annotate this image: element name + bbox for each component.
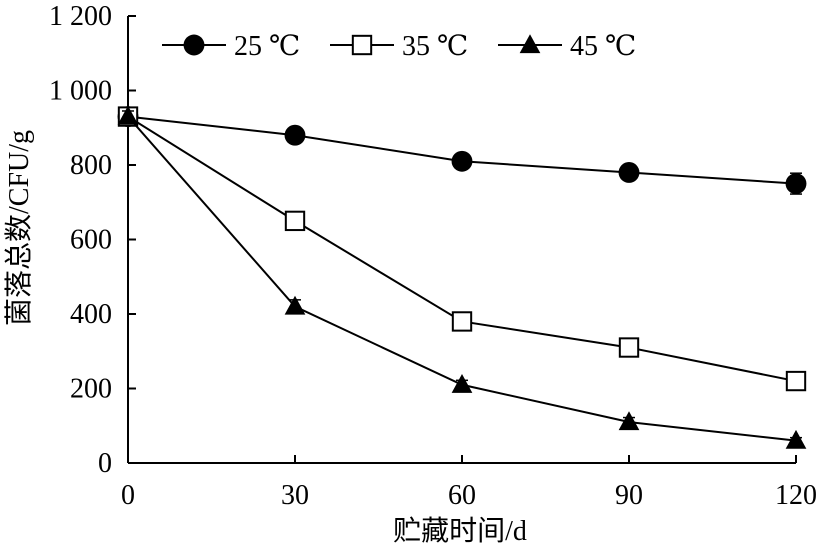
legend-marker <box>351 34 373 56</box>
y-tick-label: 600 <box>70 225 112 256</box>
series-1 <box>117 106 807 195</box>
legend-label: 45 ℃ <box>570 31 636 62</box>
series-3 <box>117 105 807 449</box>
data-point <box>785 429 807 449</box>
data-point <box>785 370 807 392</box>
legend-label: 25 ℃ <box>234 31 300 62</box>
series-2 <box>117 106 807 392</box>
y-tick-label: 1 000 <box>49 76 112 107</box>
data-point <box>451 150 473 172</box>
y-tick-label: 200 <box>70 374 112 405</box>
y-tick-label: 0 <box>98 448 112 479</box>
y-tick-label: 400 <box>70 299 112 330</box>
axes: 0 200 400 600 800 1 000 1 200 0 30 60 90 120 <box>49 1 817 511</box>
legend-label: 35 ℃ <box>402 31 468 62</box>
data-point <box>451 373 473 393</box>
series-line <box>127 115 797 185</box>
x-tick-label: 30 <box>281 480 309 511</box>
legend-marker <box>519 34 541 54</box>
legend-item-1: 25 ℃ <box>162 31 300 62</box>
legend: 25 ℃ 35 ℃ 45 ℃ <box>162 31 636 62</box>
x-axis-label: 贮藏时间/d <box>393 515 527 547</box>
data-point <box>618 337 640 358</box>
y-axis-label: 菌落总数/CFU/g <box>3 130 35 326</box>
series-layer <box>117 105 807 449</box>
x-tick-label: 0 <box>121 480 135 511</box>
data-point <box>284 295 306 315</box>
data-point <box>618 411 640 431</box>
data-point <box>284 210 306 232</box>
y-tick-label: 800 <box>70 150 112 181</box>
data-point <box>117 105 139 125</box>
data-point <box>785 173 807 195</box>
data-point <box>451 311 473 332</box>
data-point <box>284 124 306 146</box>
x-tick-label: 120 <box>775 480 817 511</box>
y-tick-label: 1 200 <box>49 1 112 32</box>
x-tick-label: 90 <box>615 480 643 511</box>
data-point <box>618 162 640 183</box>
legend-item-2: 35 ℃ <box>330 31 468 62</box>
legend-item-3: 45 ℃ <box>498 31 636 62</box>
x-tick-label: 60 <box>448 480 476 511</box>
legend-marker <box>183 34 205 56</box>
